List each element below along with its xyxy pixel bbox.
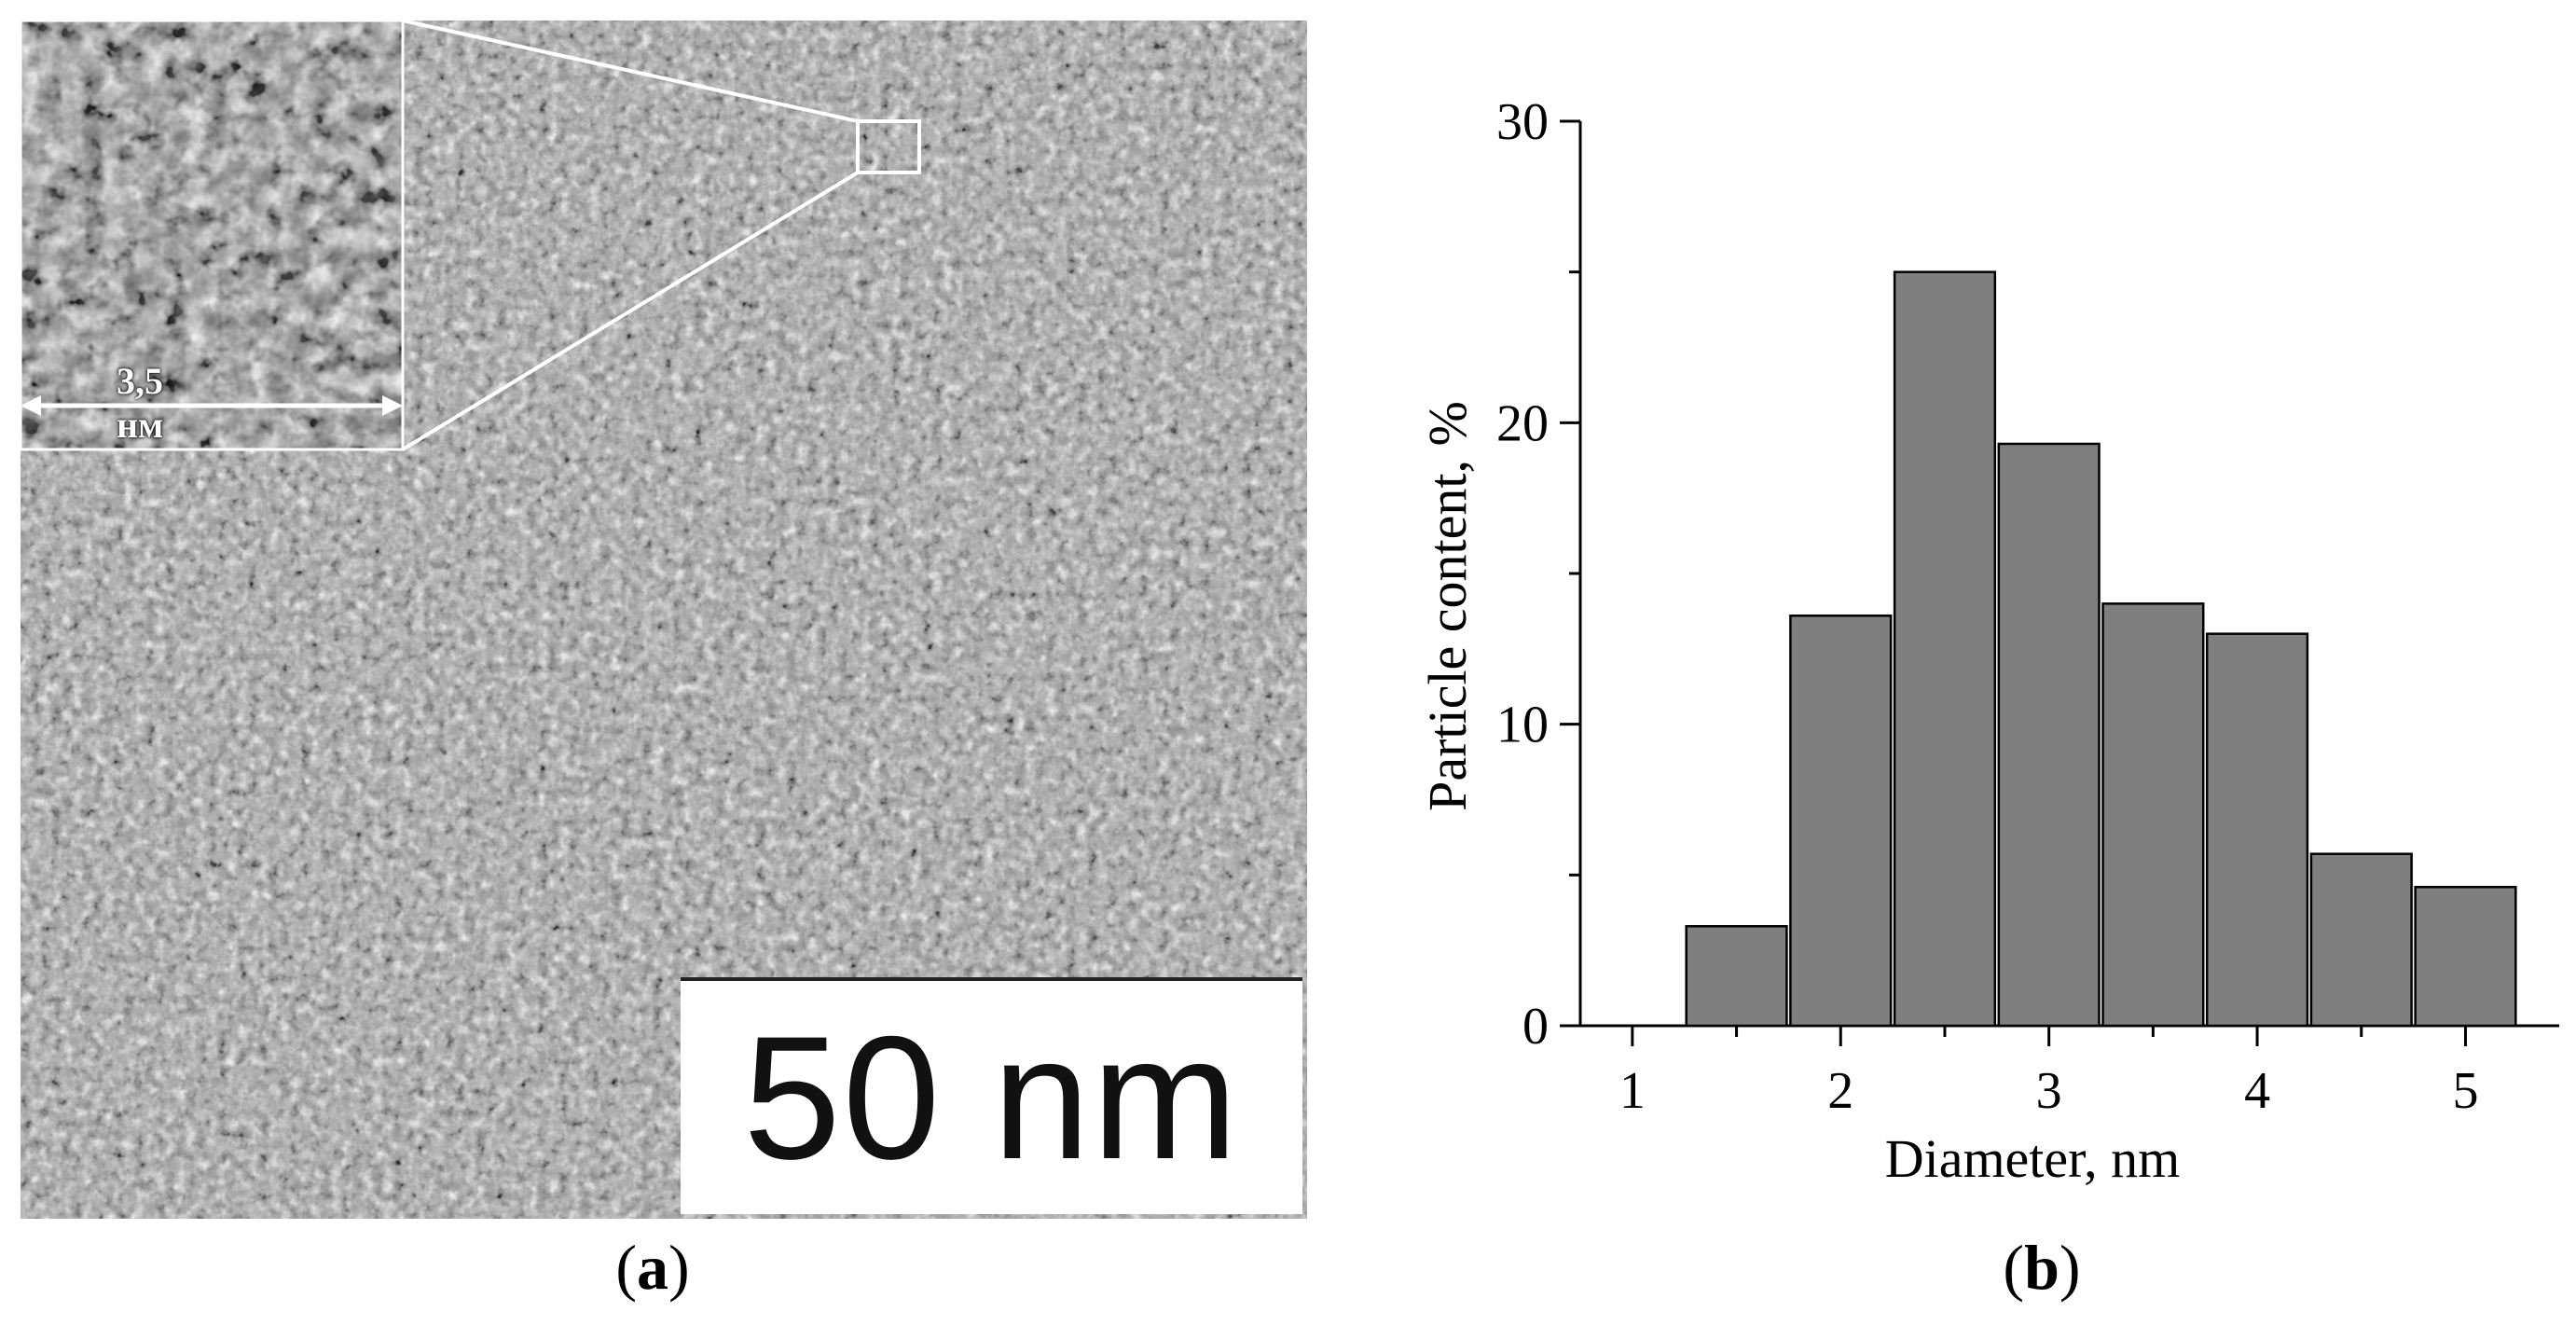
y-tick-label: 20	[1496, 394, 1549, 452]
panel-label-a: (a)	[615, 1232, 690, 1303]
histogram-bar	[2205, 632, 2309, 1028]
scale-bar-box: 50 nm	[681, 977, 1302, 1214]
panel-letter-a: a	[637, 1232, 668, 1303]
inset-scale-label: 3,5 нм	[117, 360, 164, 446]
x-tick-label: 2	[1827, 1062, 1853, 1120]
histogram-bar	[1997, 442, 2101, 1028]
panel-letter-b: b	[2024, 1232, 2059, 1303]
scale-bar-label: 50 nm	[743, 1000, 1240, 1195]
x-tick-label: 4	[2244, 1062, 2270, 1120]
tem-micrograph-image	[21, 21, 1307, 1219]
histogram-bar	[2414, 886, 2517, 1028]
zoom-region-box	[856, 119, 921, 174]
y-tick-label: 10	[1496, 697, 1549, 754]
x-tick-label: 5	[2452, 1062, 2478, 1120]
panel-label-b: (b)	[2003, 1232, 2081, 1303]
x-axis-label: Diameter, nm	[1885, 1128, 2181, 1189]
chart-bars	[1685, 270, 2517, 1028]
y-tick-label: 0	[1522, 998, 1549, 1056]
histogram-bar	[2309, 852, 2413, 1028]
diameter-histogram: 1 2 3 4 5 0 10 20 30 Diameter, nm Particle conte…	[1417, 93, 2559, 1189]
y-axis-label: Particle content, %	[1417, 401, 1478, 811]
histogram-bar	[1685, 925, 1788, 1028]
chart-ticks: 1 2 3 4 5 0 10 20 30	[1496, 93, 2478, 1120]
histogram-bar	[1789, 615, 1893, 1028]
y-tick-label: 30	[1496, 93, 1549, 151]
x-tick-label: 1	[1619, 1062, 1646, 1120]
histogram-bar	[2101, 602, 2205, 1028]
histogram-bar	[1893, 270, 1997, 1028]
x-tick-label: 3	[2036, 1062, 2062, 1120]
inset-zoom	[21, 21, 405, 451]
